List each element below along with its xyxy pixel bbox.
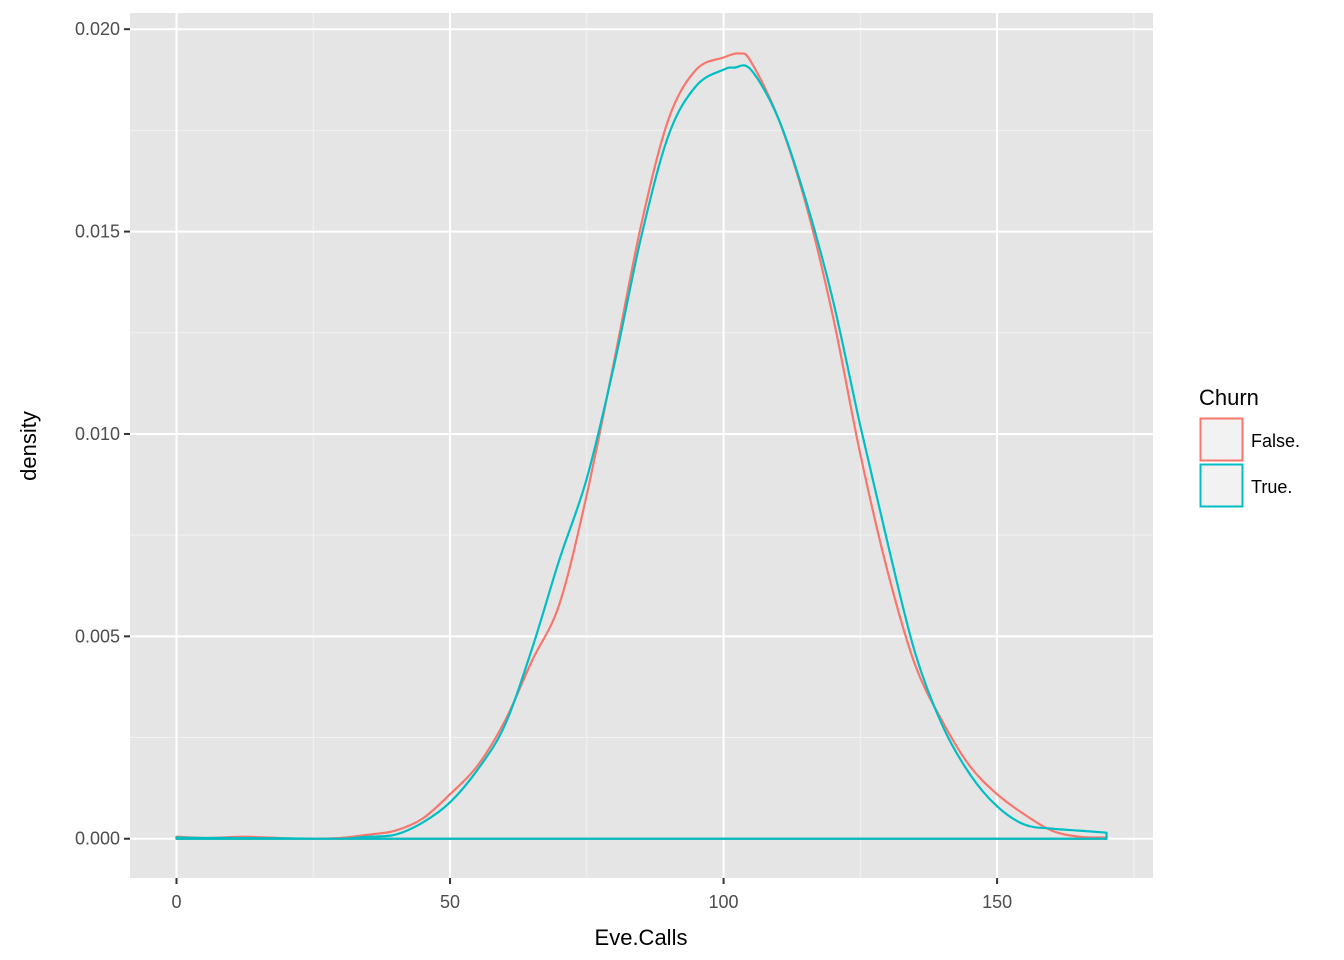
legend-key-true (1199, 463, 1244, 508)
legend-entry-false: False. (1199, 417, 1300, 462)
y-tick-label: 0.005 (75, 626, 120, 646)
plot-panel (130, 13, 1153, 878)
legend-label-true: True. (1251, 477, 1292, 497)
legend-key-false (1199, 417, 1244, 462)
x-tick-label: 150 (982, 892, 1012, 912)
x-tick-label: 100 (709, 892, 739, 912)
minor-gridlines (130, 13, 1153, 878)
density-lines (175, 52, 1108, 840)
y-tick-label: 0.015 (75, 222, 120, 242)
legend: Churn False. True. (1199, 385, 1300, 508)
x-tick-label: 0 (171, 892, 181, 912)
density-line-true (175, 64, 1108, 840)
legend-label-false: False. (1251, 431, 1300, 451)
legend-title: Churn (1199, 385, 1259, 410)
y-axis-ticks: 0.000 0.005 0.010 0.015 0.020 (75, 19, 130, 849)
density-line-false (175, 52, 1108, 840)
legend-entry-true: True. (1199, 463, 1292, 508)
y-axis-title: density (16, 411, 41, 481)
x-tick-label: 50 (440, 892, 460, 912)
y-tick-label: 0.000 (75, 829, 120, 849)
y-tick-label: 0.010 (75, 424, 120, 444)
x-axis-title: Eve.Calls (595, 925, 688, 950)
x-axis-ticks: 0 50 100 150 (171, 878, 1012, 912)
y-tick-label: 0.020 (75, 19, 120, 39)
